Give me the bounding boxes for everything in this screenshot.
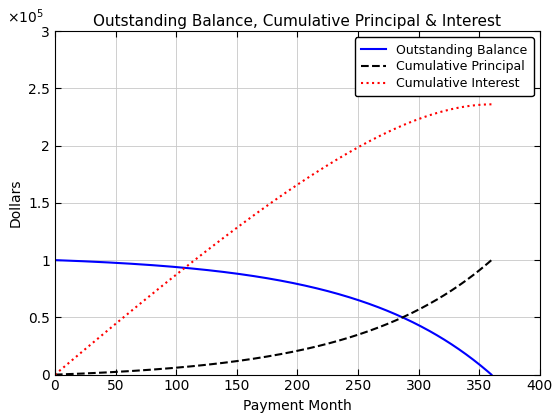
Cumulative Interest (315, 169, 321, 174)
X-axis label: Payment Month: Payment Month (243, 399, 352, 413)
Outstanding Balance (324, 289, 331, 294)
Cumulative Principal (64, 372, 71, 377)
Outstanding Balance (435, 333, 441, 339)
Outstanding Balance (133, 262, 139, 267)
Cumulative Interest (64, 362, 71, 367)
Cumulative Principal (435, 297, 441, 302)
Line: Cumulative Interest: Cumulative Interest (55, 104, 492, 375)
Legend: Outstanding Balance, Cumulative Principal, Cumulative Interest: Outstanding Balance, Cumulative Principa… (355, 37, 534, 96)
Cumulative Principal (488, 257, 495, 262)
Outstanding Balance (52, 257, 58, 262)
Cumulative Principal (52, 372, 58, 377)
Line: Outstanding Balance: Outstanding Balance (55, 260, 492, 375)
Line: Cumulative Principal: Cumulative Principal (55, 260, 492, 375)
Y-axis label: Dollars: Dollars (8, 178, 22, 227)
Cumulative Interest (488, 102, 495, 107)
Cumulative Principal (300, 347, 307, 352)
Title: Outstanding Balance, Cumulative Principal & Interest: Outstanding Balance, Cumulative Principa… (94, 13, 501, 29)
Outstanding Balance (64, 258, 71, 263)
Cumulative Interest (435, 110, 441, 115)
Cumulative Interest (300, 178, 307, 183)
Outstanding Balance (488, 372, 495, 377)
Cumulative Interest (324, 163, 331, 168)
Cumulative Interest (133, 304, 139, 310)
Cumulative Principal (315, 344, 321, 349)
Text: $\times10^5$: $\times10^5$ (7, 7, 44, 26)
Cumulative Principal (133, 368, 139, 373)
Cumulative Principal (324, 341, 331, 346)
Outstanding Balance (315, 286, 321, 291)
Cumulative Interest (52, 372, 58, 377)
Outstanding Balance (300, 283, 307, 288)
